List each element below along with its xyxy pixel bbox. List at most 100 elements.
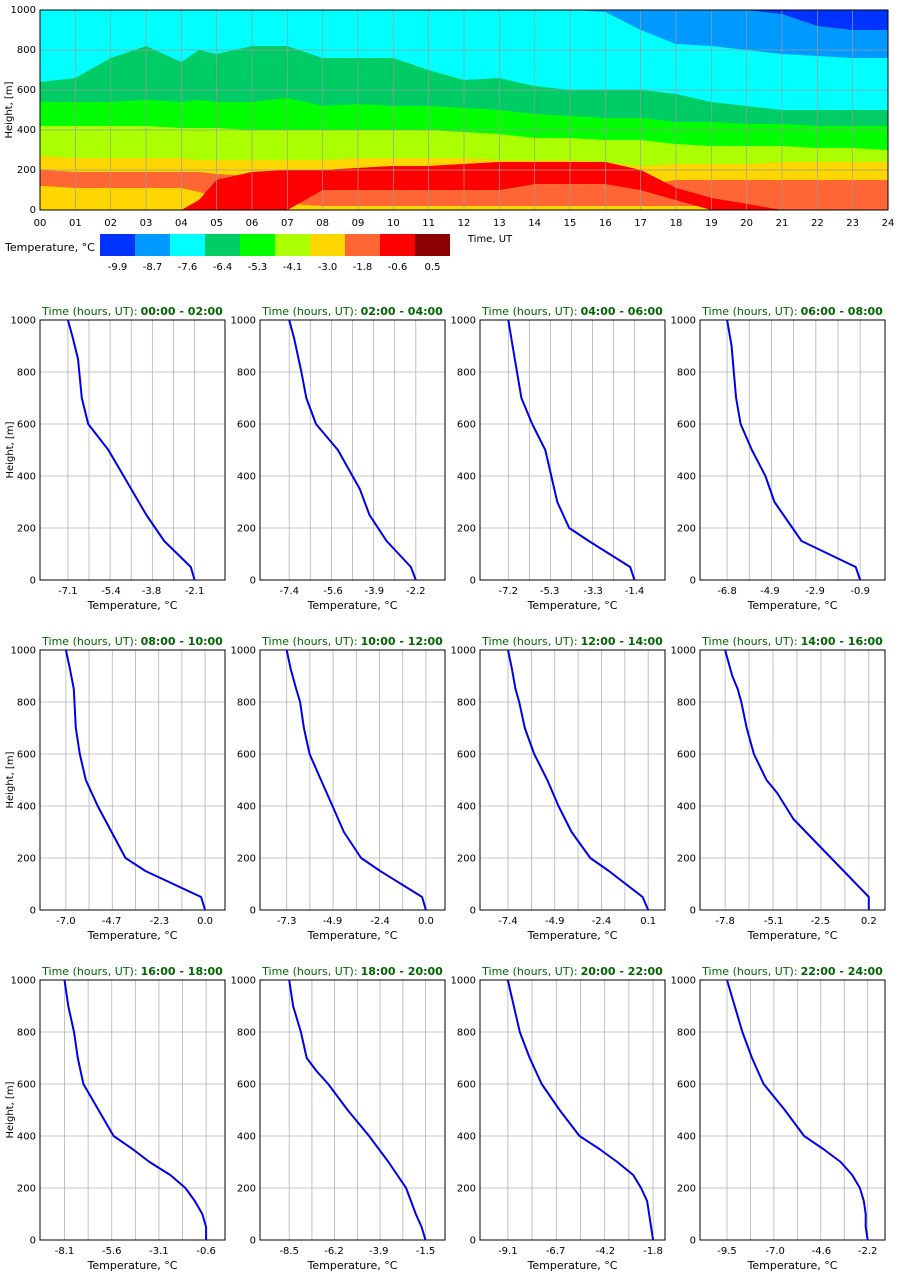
profile-panel: 0 200 400 600 800 1000 -7.4 -4.9 -2.4 0.1 Time (ho… xyxy=(451,635,666,942)
legend-swatch xyxy=(345,234,380,256)
colorbar-legend: Temperature, °C -9.9 -8.7 -7.6 -6.4 -5.3 -4.1 -… xyxy=(4,234,450,273)
profile-panel: 0 200 400 600 800 1000 -7.0 -4.7 -2.3 0.0 Time (ho… xyxy=(5,635,226,942)
x-axis-label: Temperature, °C xyxy=(307,1259,398,1272)
x-tick-label: -3.9 xyxy=(369,1246,389,1257)
x-axis-label: Temperature, °C xyxy=(307,929,398,942)
x-tick-label: 03 xyxy=(140,218,153,229)
x-tick-label: -7.2 xyxy=(499,586,519,597)
x-tick-label: 23 xyxy=(846,218,859,229)
panel-title-range: 00:00 - 02:00 xyxy=(141,305,224,318)
profile-line xyxy=(726,979,869,1241)
panel-title-prefix: Time (hours, UT): xyxy=(41,635,137,648)
panel-frame xyxy=(39,979,226,1241)
legend-swatch xyxy=(415,234,450,256)
y-tick-label: 1000 xyxy=(451,976,476,987)
panel-frame xyxy=(259,649,446,911)
legend-label: -4.1 xyxy=(283,262,303,273)
y-axis-label: Height, [m] xyxy=(5,1081,16,1138)
x-tick-label: -0.9 xyxy=(850,586,870,597)
heatmap-frame xyxy=(39,9,889,211)
panel-frame xyxy=(479,979,666,1241)
panel-title-range: 10:00 - 12:00 xyxy=(361,635,444,648)
profile-line xyxy=(64,649,207,911)
y-tick-label: 0 xyxy=(470,1236,476,1247)
x-tick-label: -7.3 xyxy=(277,916,297,927)
profile-line xyxy=(506,979,655,1241)
x-tick-label: -3.1 xyxy=(149,1246,169,1257)
legend-swatch xyxy=(275,234,310,256)
profile-panel: 0 200 400 600 800 1000 -7.4 -5.6 -3.9 -2.2 Time (h… xyxy=(231,305,446,612)
panel-title-range: 02:00 - 04:00 xyxy=(361,305,444,318)
x-tick-label: 13 xyxy=(493,218,506,229)
x-tick-label: 0.2 xyxy=(861,916,877,927)
profile-line xyxy=(726,319,862,581)
y-tick-label: 1000 xyxy=(11,5,36,16)
x-tick-label: -7.4 xyxy=(279,586,299,597)
panel-title-range: 16:00 - 18:00 xyxy=(141,965,224,978)
x-tick-label: -5.6 xyxy=(102,1246,122,1257)
legend-swatch xyxy=(380,234,415,256)
x-tick-label: 0.0 xyxy=(197,916,213,927)
y-tick-label: 200 xyxy=(457,524,476,535)
legend-swatch xyxy=(240,234,275,256)
panel-title-prefix: Time (hours, UT): xyxy=(41,965,137,978)
x-tick-label: 04 xyxy=(175,218,188,229)
x-tick-label: 0.1 xyxy=(640,916,656,927)
y-tick-label: 0 xyxy=(30,906,36,917)
y-tick-label: 200 xyxy=(237,854,256,865)
y-tick-label: 600 xyxy=(17,85,36,96)
panel-title-prefix: Time (hours, UT): xyxy=(481,635,577,648)
x-tick-label: -8.1 xyxy=(55,1246,75,1257)
x-tick-label: -3.3 xyxy=(583,586,603,597)
x-tick-label: -9.1 xyxy=(498,1246,518,1257)
y-tick-label: 800 xyxy=(237,698,256,709)
x-tick-label: -2.1 xyxy=(185,586,205,597)
panel-title: Time (hours, UT): 20:00 - 22:00 xyxy=(481,965,663,978)
panel-title-prefix: Time (hours, UT): xyxy=(41,305,137,318)
y-tick-label: 200 xyxy=(677,524,696,535)
x-tick-label: -5.1 xyxy=(764,916,784,927)
panel-title-range: 12:00 - 14:00 xyxy=(581,635,664,648)
panel-frame xyxy=(699,979,886,1241)
panel-title: Time (hours, UT): 06:00 - 08:00 xyxy=(701,305,883,318)
x-tick-label: 18 xyxy=(670,218,683,229)
panel-frame xyxy=(479,319,666,581)
x-axis-label: Temperature, °C xyxy=(747,929,838,942)
x-tick-label: -5.4 xyxy=(101,586,121,597)
profile-line xyxy=(66,319,196,581)
y-tick-label: 200 xyxy=(237,524,256,535)
y-tick-label: 200 xyxy=(677,1184,696,1195)
y-tick-label: 0 xyxy=(30,576,36,587)
profile-panel: 0 200 400 600 800 1000 -7.8 -5.1 -2.5 0.2 Time (ho… xyxy=(671,635,886,942)
y-tick-label: 800 xyxy=(17,368,36,379)
y-tick-label: 200 xyxy=(457,854,476,865)
profile-panel: 0 200 400 600 800 1000 -7.1 -5.4 -3.8 -2.1 Time (h… xyxy=(5,305,226,612)
x-tick-label: 15 xyxy=(564,218,577,229)
legend-label: 0.5 xyxy=(425,262,441,273)
y-tick-label: 1000 xyxy=(671,646,696,657)
y-tick-label: 600 xyxy=(457,420,476,431)
x-tick-label: 05 xyxy=(210,218,223,229)
x-tick-label: 11 xyxy=(422,218,435,229)
panel-title-prefix: Time (hours, UT): xyxy=(481,305,577,318)
y-tick-label: 600 xyxy=(457,750,476,761)
x-tick-label: -3.8 xyxy=(142,586,162,597)
panel-title: Time (hours, UT): 12:00 - 14:00 xyxy=(481,635,663,648)
y-tick-label: 800 xyxy=(457,1028,476,1039)
legend-swatch xyxy=(205,234,240,256)
panel-frame xyxy=(699,319,886,581)
profile-panel: 0 200 400 600 800 1000 -8.1 -5.6 -3.1 -0.6 Time (h… xyxy=(5,965,226,1272)
panel-title-range: 06:00 - 08:00 xyxy=(801,305,884,318)
x-tick-label: 08 xyxy=(316,218,329,229)
panel-title-range: 22:00 - 24:00 xyxy=(801,965,884,978)
y-tick-label: 400 xyxy=(17,1132,36,1143)
x-tick-label: -4.6 xyxy=(812,1246,832,1257)
y-tick-label: 1000 xyxy=(451,646,476,657)
profile-line xyxy=(507,649,650,911)
y-tick-label: 1000 xyxy=(451,316,476,327)
x-tick-label: -4.9 xyxy=(323,916,343,927)
x-axis-label: Temperature, °C xyxy=(87,929,178,942)
profile-panel: 0 200 400 600 800 1000 -7.2 -5.3 -3.3 -1.4 Time (h… xyxy=(451,305,666,612)
heatmap-plot: 00 01 02 03 04 05 06 07 08 09 10 11 12 13 14 15 16 17 18 19… xyxy=(4,5,894,245)
